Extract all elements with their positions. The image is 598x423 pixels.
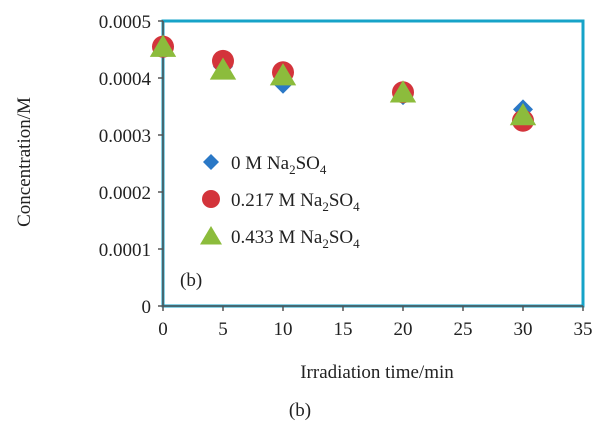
y-tick-label: 0 bbox=[142, 297, 152, 318]
x-tick-label: 0 bbox=[158, 319, 168, 340]
plot-frame bbox=[161, 19, 585, 308]
y-tick-label: 0.0002 bbox=[99, 183, 151, 204]
x-axis-title: Irradiation time/min bbox=[300, 362, 454, 383]
x-tick-label: 35 bbox=[574, 319, 593, 340]
y-tick-label: 0.0001 bbox=[99, 240, 151, 261]
y-axis: 0 0.0001 0.0002 0.0003 0.0004 0.0005 bbox=[99, 12, 164, 318]
x-tick-label: 25 bbox=[454, 319, 473, 340]
legend: 0 M Na2SO4 0.217 M Na2SO4 0.433 M Na2SO4 bbox=[200, 153, 360, 251]
data-points bbox=[149, 34, 537, 132]
x-tick-label: 20 bbox=[394, 319, 413, 340]
data-point-triangle bbox=[389, 80, 417, 103]
data-point-triangle bbox=[149, 34, 177, 57]
x-tick-label: 5 bbox=[218, 319, 228, 340]
legend-label: 0 M Na2SO4 bbox=[231, 153, 327, 177]
data-point-triangle bbox=[269, 63, 297, 86]
x-tick-label: 15 bbox=[334, 319, 353, 340]
data-point-triangle bbox=[509, 103, 537, 126]
y-tick-label: 0.0003 bbox=[99, 126, 151, 147]
x-tick-label: 10 bbox=[274, 319, 293, 340]
y-tick-label: 0.0005 bbox=[99, 12, 151, 33]
figure-caption: (b) bbox=[289, 400, 311, 421]
legend-label: 0.217 M Na2SO4 bbox=[231, 190, 360, 214]
legend-marker-diamond bbox=[203, 154, 219, 170]
legend-marker-triangle bbox=[200, 226, 222, 245]
legend-label: 0.433 M Na2SO4 bbox=[231, 227, 360, 251]
x-tick-label: 30 bbox=[514, 319, 533, 340]
legend-marker-circle bbox=[202, 190, 220, 208]
data-point-triangle bbox=[209, 57, 237, 80]
x-axis: 0 5 10 15 20 25 30 35 bbox=[158, 305, 593, 340]
panel-label: (b) bbox=[180, 270, 202, 291]
y-axis-title: Concentration/M bbox=[14, 97, 35, 227]
y-tick-label: 0.0004 bbox=[99, 69, 152, 90]
